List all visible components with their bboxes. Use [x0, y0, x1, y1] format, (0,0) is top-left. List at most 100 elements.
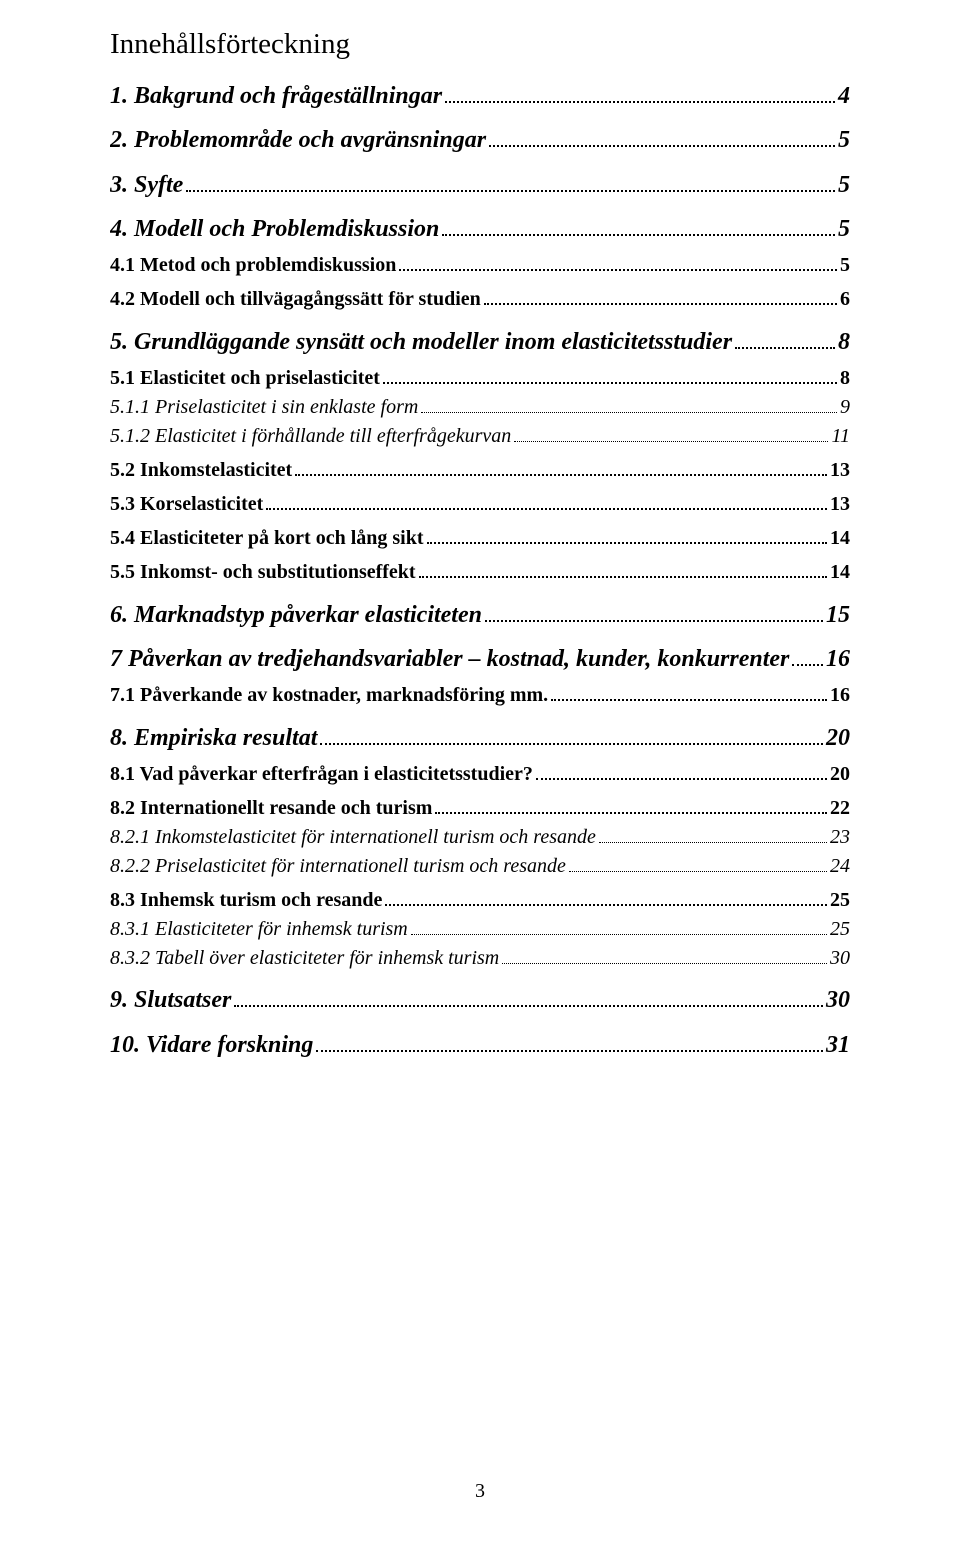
toc-entry: 10. Vidare forskning 31 — [110, 1028, 850, 1059]
toc-leader-dots — [485, 598, 823, 622]
toc-entry-label: 8.2.2 Priselasticitet för internationell… — [110, 855, 566, 878]
toc-entry: 1. Bakgrund och frågeställningar 4 — [110, 79, 850, 110]
toc-entry-label: 6. Marknadstyp påverkar elasticiteten — [110, 602, 482, 629]
toc-entry-label: 8.2 Internationellt resande och turism — [110, 797, 432, 820]
toc-entry: 6. Marknadstyp påverkar elasticiteten 15 — [110, 598, 850, 629]
toc-entry-label: 5.2 Inkomstelasticitet — [110, 459, 292, 482]
toc-leader-dots — [599, 824, 827, 843]
toc-leader-dots — [186, 168, 835, 192]
toc-entry-label: 8.3 Inhemsk turism och resande — [110, 889, 382, 912]
toc-entry-label: 5.1.1 Priselasticitet i sin enklaste for… — [110, 396, 418, 419]
toc-entry: 7.1 Påverkande av kostnader, marknadsför… — [110, 681, 850, 707]
toc-entry: 5.2 Inkomstelasticitet 13 — [110, 456, 850, 482]
toc-leader-dots — [427, 524, 827, 544]
toc-leader-dots — [484, 285, 837, 305]
toc-entry: 8.2 Internationellt resande och turism22 — [110, 794, 850, 820]
toc-entry-page: 8 — [840, 367, 850, 390]
toc-entry-label: 10. Vidare forskning — [110, 1032, 313, 1059]
toc-entry: 3. Syfte5 — [110, 168, 850, 199]
toc-entry-page: 23 — [830, 826, 850, 849]
toc-entry-label: 8.2.1 Inkomstelasticitet för internation… — [110, 826, 596, 849]
toc-entry-label: 7.1 Påverkande av kostnader, marknadsför… — [110, 684, 548, 707]
toc-leader-dots — [735, 325, 835, 349]
toc-entry-label: 5. Grundläggande synsätt och modeller in… — [110, 329, 732, 356]
document-page: Innehållsförteckning 1. Bakgrund och frå… — [0, 0, 960, 1543]
toc-entry-label: 4. Modell och Problemdiskussion — [110, 216, 439, 243]
toc-entry-page: 25 — [830, 918, 850, 941]
toc-entry-label: 8.3.1 Elasticiteter för inhemsk turism — [110, 918, 408, 941]
toc-entry: 4. Modell och Problemdiskussion 5 — [110, 213, 850, 244]
toc-entry-label: 5.1.2 Elasticitet i förhållande till eft… — [110, 425, 511, 448]
toc-entry: 8.3 Inhemsk turism och resande 25 — [110, 886, 850, 912]
toc-entry-page: 14 — [830, 561, 850, 584]
toc-entry: 9. Slutsatser 30 — [110, 984, 850, 1015]
toc-entry: 8.3.1 Elasticiteter för inhemsk turism 25 — [110, 916, 850, 941]
toc-entry-label: 3. Syfte — [110, 172, 183, 199]
toc-entry: 5. Grundläggande synsätt och modeller in… — [110, 325, 850, 356]
toc-entry: 5.1.1 Priselasticitet i sin enklaste for… — [110, 394, 850, 419]
toc-leader-dots — [266, 490, 827, 510]
toc-entry-page: 25 — [830, 889, 850, 912]
toc-leader-dots — [411, 916, 827, 935]
toc-entry: 5.1 Elasticitet och priselasticitet 8 — [110, 364, 850, 390]
toc-leader-dots — [536, 760, 827, 780]
toc-entry-label: 1. Bakgrund och frågeställningar — [110, 83, 442, 110]
toc-entry: 8.1 Vad påverkar efterfrågan i elasticit… — [110, 760, 850, 786]
toc-entry-page: 5 — [838, 216, 850, 243]
toc-entry-page: 20 — [826, 725, 850, 752]
toc-entry-page: 5 — [838, 127, 850, 154]
toc-entry: 8. Empiriska resultat 20 — [110, 721, 850, 752]
toc-entry-page: 6 — [840, 288, 850, 311]
toc-entry-page: 5 — [840, 254, 850, 277]
toc-entry-page: 14 — [830, 527, 850, 550]
toc-leader-dots — [569, 853, 827, 872]
toc-entry-label: 2. Problemområde och avgränsningar — [110, 127, 486, 154]
toc-entry-label: 8. Empiriska resultat — [110, 725, 317, 752]
toc-entry-label: 5.1 Elasticitet och priselasticitet — [110, 367, 380, 390]
toc-entry: 4.2 Modell och tillvägagångssätt för stu… — [110, 285, 850, 311]
page-number: 3 — [0, 1480, 960, 1503]
toc-leader-dots — [551, 681, 827, 701]
toc-entry-page: 24 — [830, 855, 850, 878]
toc-leader-dots — [320, 721, 823, 745]
toc-entry: 2. Problemområde och avgränsningar 5 — [110, 124, 850, 155]
toc-entry-page: 30 — [826, 987, 850, 1014]
toc-leader-dots — [502, 945, 827, 964]
toc-entry: 8.2.1 Inkomstelasticitet för internation… — [110, 824, 850, 849]
toc-leader-dots — [295, 456, 827, 476]
toc-entry-page: 13 — [830, 459, 850, 482]
toc-entry-page: 16 — [830, 684, 850, 707]
toc-leader-dots — [792, 643, 823, 667]
toc-entry-label: 5.5 Inkomst- och substitutionseffekt — [110, 561, 416, 584]
toc-leader-dots — [442, 213, 835, 237]
toc-leader-dots — [316, 1028, 823, 1052]
toc-leader-dots — [419, 558, 827, 578]
toc-entry-page: 15 — [826, 602, 850, 629]
toc-entry-label: 9. Slutsatser — [110, 987, 231, 1014]
toc-entry: 8.2.2 Priselasticitet för internationell… — [110, 853, 850, 878]
toc-entry-label: 8.1 Vad påverkar efterfrågan i elasticit… — [110, 763, 533, 786]
toc-leader-dots — [514, 423, 828, 442]
toc-leader-dots — [234, 984, 823, 1008]
toc-entry-label: 5.4 Elasticiteter på kort och lång sikt — [110, 527, 424, 550]
toc-entry: 5.1.2 Elasticitet i förhållande till eft… — [110, 423, 850, 448]
toc-entry-label: 8.3.2 Tabell över elasticiteter för inhe… — [110, 947, 499, 970]
toc-entry-page: 8 — [838, 329, 850, 356]
toc-entry: 5.5 Inkomst- och substitutionseffekt 14 — [110, 558, 850, 584]
toc-entry-label: 4.1 Metod och problemdiskussion — [110, 254, 396, 277]
toc-entry: 7 Påverkan av tredjehandsvariabler – kos… — [110, 643, 850, 674]
toc-entry-page: 13 — [830, 493, 850, 516]
toc-entry-page: 4 — [838, 83, 850, 110]
toc-entry-label: 7 Påverkan av tredjehandsvariabler – kos… — [110, 646, 789, 673]
toc-leader-dots — [489, 124, 835, 148]
toc-entry-page: 11 — [831, 425, 850, 448]
toc-entry: 5.3 Korselasticitet13 — [110, 490, 850, 516]
toc-leader-dots — [399, 251, 837, 271]
toc-entry-page: 9 — [840, 396, 850, 419]
toc-entry: 4.1 Metod och problemdiskussion 5 — [110, 251, 850, 277]
toc-entry-page: 30 — [830, 947, 850, 970]
toc-title: Innehållsförteckning — [110, 28, 850, 61]
toc-entry-label: 4.2 Modell och tillvägagångssätt för stu… — [110, 288, 481, 311]
toc-entry-page: 31 — [826, 1032, 850, 1059]
toc-leader-dots — [421, 394, 837, 413]
